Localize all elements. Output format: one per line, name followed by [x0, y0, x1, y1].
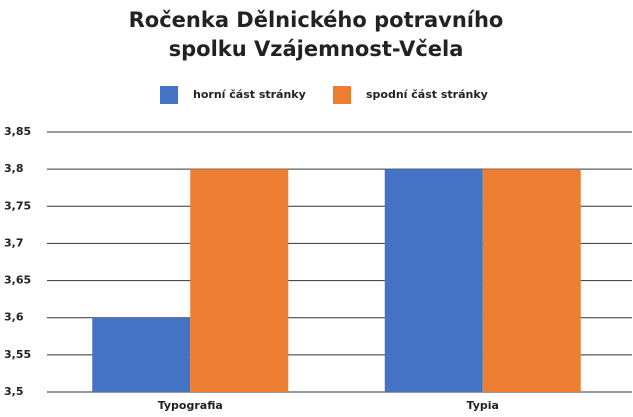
- y-tick-label: 3,6: [4, 311, 24, 324]
- bar: [384, 169, 483, 392]
- legend-label: spodní část stránky: [366, 88, 488, 101]
- chart-title: Ročenka Dělnického potravního spolku Vzá…: [128, 8, 504, 61]
- x-tick-label: Typia: [467, 399, 499, 412]
- legend-label: horní část stránky: [193, 88, 306, 101]
- y-tick-label: 3,5: [4, 385, 24, 398]
- legend-swatch: [160, 86, 178, 104]
- bar: [92, 317, 191, 392]
- bar: [482, 169, 581, 392]
- legend-swatch: [333, 86, 351, 104]
- y-tick-label: 3,7: [4, 236, 24, 249]
- x-tick-label: Typografia: [158, 399, 223, 412]
- bar: [190, 169, 289, 392]
- y-tick-label: 3,65: [4, 274, 31, 287]
- y-tick-label: 3,75: [4, 199, 31, 212]
- y-tick-label: 3,55: [4, 348, 31, 361]
- y-tick-label: 3,85: [4, 125, 31, 138]
- y-tick-label: 3,8: [4, 162, 24, 175]
